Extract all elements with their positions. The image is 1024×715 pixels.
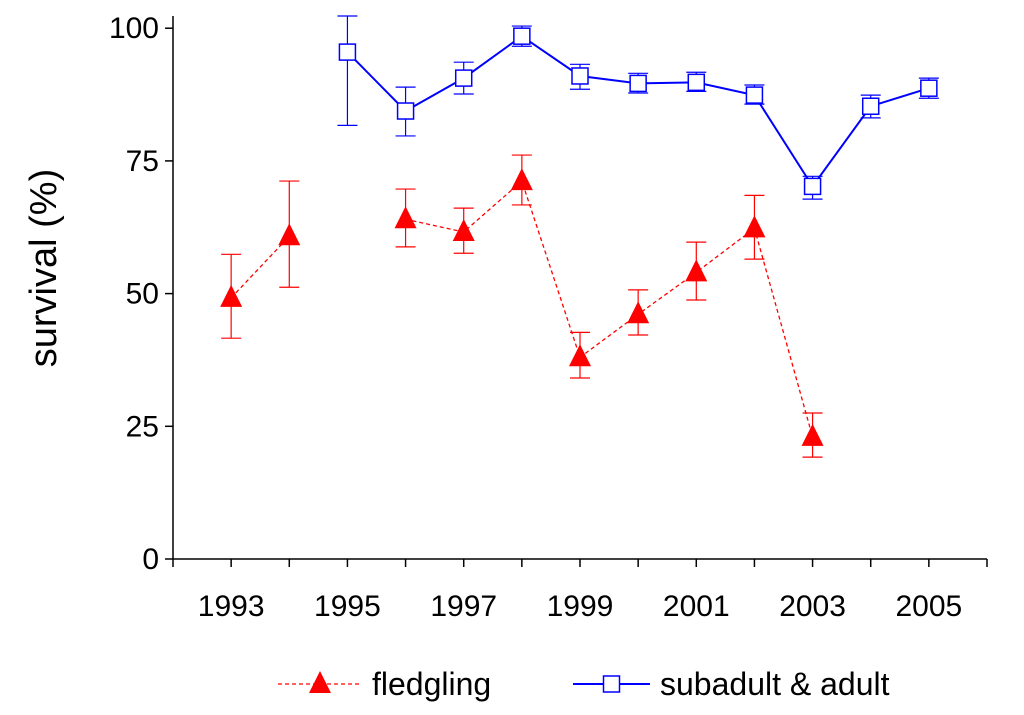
triangle-marker xyxy=(569,344,591,367)
series-subadult-adult xyxy=(337,15,939,200)
square-marker xyxy=(513,27,531,45)
square-marker xyxy=(687,73,706,92)
square-marker xyxy=(803,177,822,196)
square-marker xyxy=(745,86,764,104)
square-marker xyxy=(571,67,589,85)
x-tick-label: 2003 xyxy=(779,590,846,623)
triangle-marker xyxy=(278,223,301,246)
x-tick-label: 2001 xyxy=(663,590,730,623)
triangle-marker xyxy=(220,284,243,307)
y-axis-label: survival (%) xyxy=(23,169,65,367)
x-tick-label: 2005 xyxy=(895,590,962,623)
series-line xyxy=(346,34,930,189)
x-tick-label: 1995 xyxy=(314,590,381,623)
legend-label: fledgling xyxy=(372,666,491,702)
square-marker xyxy=(861,97,880,115)
triangle-marker xyxy=(685,259,708,282)
y-tick-label: 0 xyxy=(142,543,159,576)
triangle-marker xyxy=(394,206,417,229)
x-tick-label: 1993 xyxy=(198,590,265,623)
square-marker xyxy=(338,43,357,61)
y-tick-label: 75 xyxy=(126,145,159,178)
x-tick-label: 1997 xyxy=(430,590,497,623)
square-marker xyxy=(454,69,473,87)
triangle-marker xyxy=(510,168,533,191)
legend-item: fledgling xyxy=(278,666,491,702)
series-line xyxy=(230,235,290,299)
series-fledgling xyxy=(220,154,824,458)
plot-area xyxy=(220,15,939,458)
square-marker xyxy=(602,675,621,693)
y-tick-label: 50 xyxy=(126,278,159,311)
series-line xyxy=(405,179,814,438)
axes: 0 25 50 75 100 1993 1995 1997 1999 2001 2003 2005 xyxy=(109,12,988,623)
y-tick-label: 100 xyxy=(109,12,159,45)
legend: fledgling subadult & adult xyxy=(278,666,890,702)
square-marker xyxy=(396,102,415,120)
triangle-marker xyxy=(627,301,650,324)
legend-label: subadult & adult xyxy=(660,666,890,702)
triangle-marker xyxy=(743,215,766,238)
triangle-marker xyxy=(452,219,475,242)
x-tick-label: 1999 xyxy=(547,590,614,623)
square-marker xyxy=(920,79,938,97)
square-marker xyxy=(629,74,647,93)
triangle-marker xyxy=(309,671,331,693)
y-tick-label: 25 xyxy=(126,410,159,443)
legend-item: subadult & adult xyxy=(573,666,890,702)
triangle-marker xyxy=(801,423,824,446)
